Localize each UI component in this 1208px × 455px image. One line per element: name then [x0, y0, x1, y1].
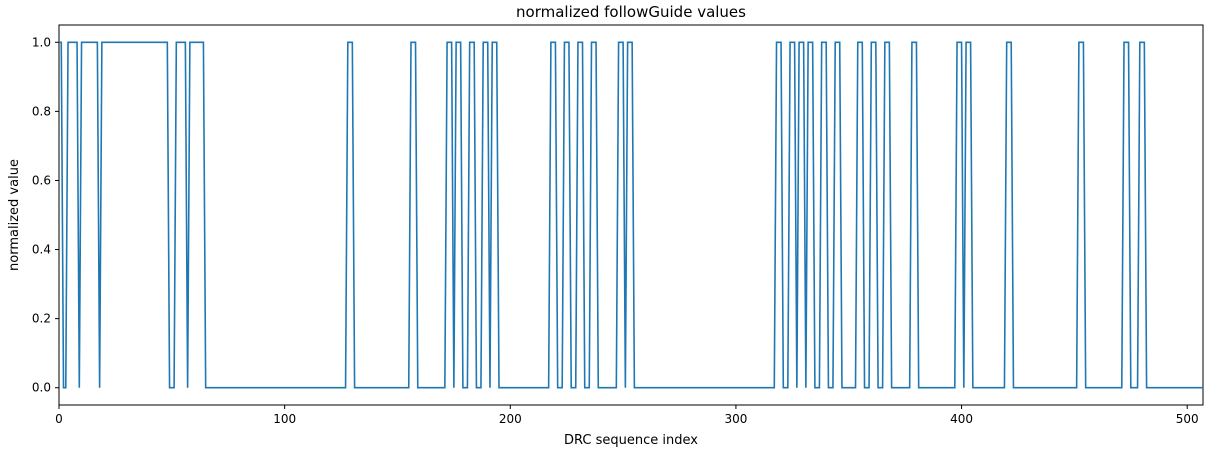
y-tick-label: 0.6 [32, 173, 51, 187]
x-tick-label: 500 [1176, 412, 1199, 426]
y-tick-label: 1.0 [32, 35, 51, 49]
y-tick-label: 0.4 [32, 243, 51, 257]
x-tick-label: 300 [724, 412, 747, 426]
plot-frame [58, 24, 1204, 406]
x-tick-label: 100 [273, 412, 296, 426]
x-tick-label: 200 [499, 412, 522, 426]
x-axis-label: DRC sequence index [564, 433, 698, 448]
x-axis-ticks: 0 100 200 300 400 500 [55, 405, 1199, 426]
x-tick-label: 0 [55, 412, 63, 426]
y-tick-label: 0.2 [32, 312, 51, 326]
x-tick-label: 400 [950, 412, 973, 426]
series-line [59, 41, 1203, 389]
y-tick-label: 0.0 [32, 381, 51, 395]
y-axis-label: normalized value [7, 159, 22, 271]
y-tick-label: 0.8 [32, 104, 51, 118]
chart-title: normalized followGuide values [516, 3, 746, 21]
y-axis-ticks: 0.0 0.2 0.4 0.6 0.8 1.0 [32, 35, 59, 395]
